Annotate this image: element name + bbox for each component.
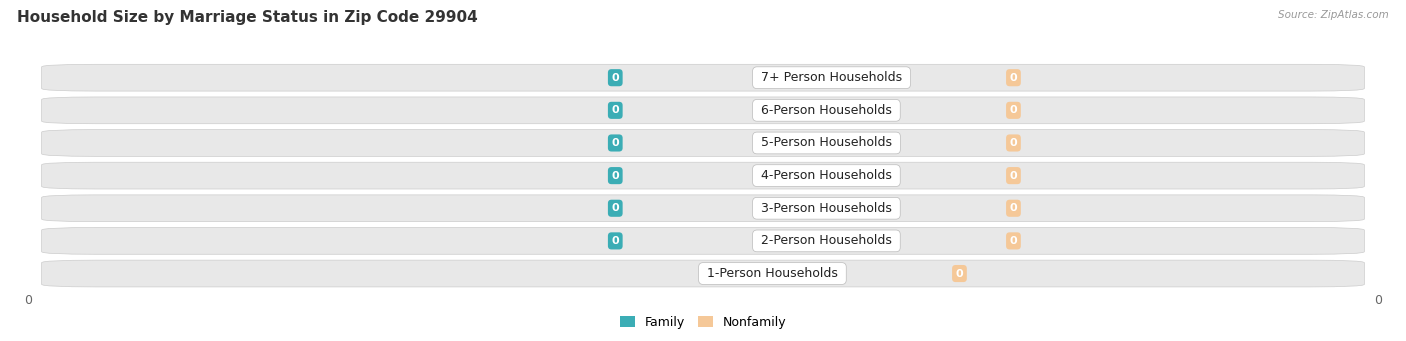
Text: 4-Person Households: 4-Person Households [756,169,896,182]
FancyBboxPatch shape [42,162,1364,189]
Text: 7+ Person Households: 7+ Person Households [756,71,905,84]
Text: 0: 0 [1010,236,1018,246]
Text: 2-Person Households: 2-Person Households [756,234,896,247]
Text: 3-Person Households: 3-Person Households [756,202,896,215]
Text: 1-Person Households: 1-Person Households [703,267,842,280]
FancyBboxPatch shape [42,64,1364,91]
Text: Source: ZipAtlas.com: Source: ZipAtlas.com [1278,10,1389,20]
Text: 0: 0 [612,203,619,213]
Text: 0: 0 [1010,105,1018,115]
Text: 0: 0 [1010,170,1018,181]
Text: 6-Person Households: 6-Person Households [756,104,896,117]
FancyBboxPatch shape [42,97,1364,124]
FancyBboxPatch shape [42,130,1364,157]
FancyBboxPatch shape [42,260,1364,287]
Text: Household Size by Marriage Status in Zip Code 29904: Household Size by Marriage Status in Zip… [17,10,478,25]
Legend: Family, Nonfamily: Family, Nonfamily [614,311,792,334]
Text: 0: 0 [1010,203,1018,213]
Text: 0: 0 [612,138,619,148]
FancyBboxPatch shape [42,227,1364,254]
Text: 0: 0 [956,268,963,279]
Text: 0: 0 [612,236,619,246]
Text: 0: 0 [1010,138,1018,148]
Text: 0: 0 [612,105,619,115]
Text: 0: 0 [612,73,619,83]
Text: 0: 0 [1010,73,1018,83]
Text: 5-Person Households: 5-Person Households [756,136,896,149]
Text: 0: 0 [612,170,619,181]
FancyBboxPatch shape [42,195,1364,222]
